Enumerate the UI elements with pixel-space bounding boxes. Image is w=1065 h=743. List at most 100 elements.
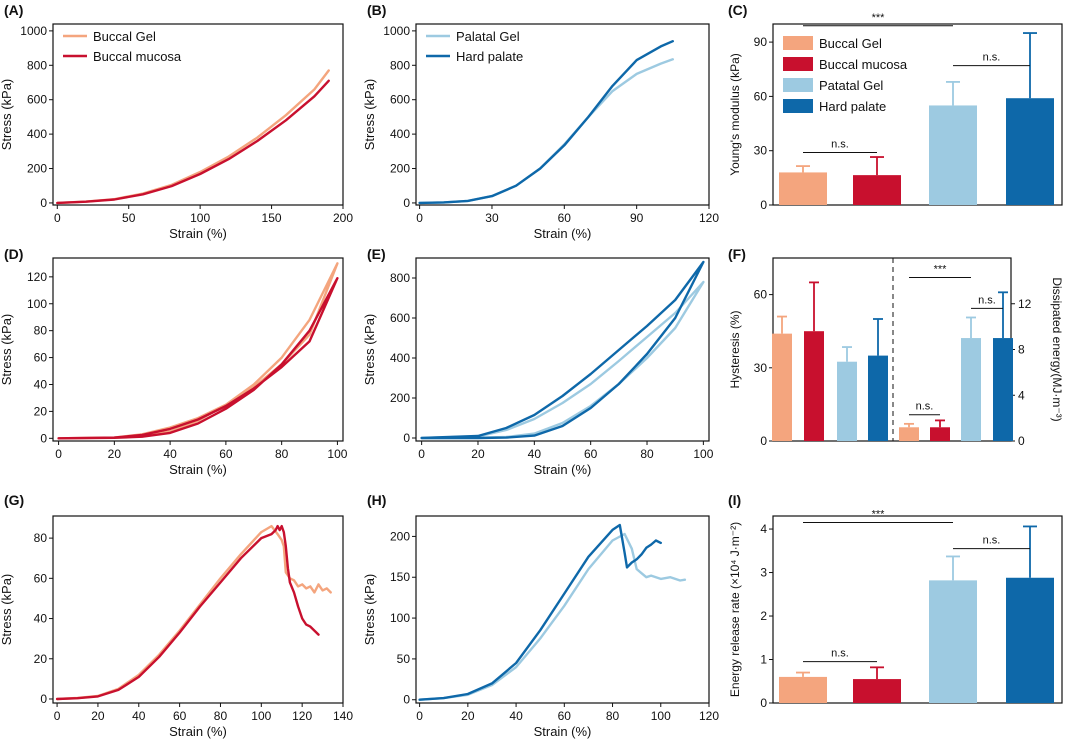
x-tick-label: 140 <box>333 709 353 723</box>
bar-patatal-gel <box>929 580 977 703</box>
legend-label-hard-palate: Hard palate <box>819 99 886 114</box>
y-tick-label: 200 <box>390 391 410 405</box>
series-line-palatal-gel <box>418 532 687 701</box>
x-tick-label: 0 <box>54 709 61 723</box>
plot-frame <box>415 23 710 206</box>
x-tick-label: 150 <box>262 211 282 225</box>
significance-label: n.s. <box>978 294 996 306</box>
panel-label: (D) <box>4 246 23 262</box>
y-tick-label: 400 <box>27 127 47 141</box>
y-tick-label: 0 <box>403 693 410 707</box>
significance-label: n.s. <box>831 648 849 660</box>
x-tick-label: 90 <box>630 211 644 225</box>
hysteresis-bar-buccal-gel <box>772 333 792 441</box>
y-axis-label: Hysteresis (%) <box>728 310 742 388</box>
bar-hard-palate <box>1006 98 1054 205</box>
y-tick-label: 400 <box>390 127 410 141</box>
significance-label: *** <box>872 12 886 24</box>
legend-swatch-buccal-gel <box>783 36 813 50</box>
x-tick-label: 100 <box>251 709 271 723</box>
y-tick-label: 0 <box>40 692 47 706</box>
panel-label: (F) <box>728 246 746 262</box>
y-tick-label: 0 <box>403 196 410 210</box>
bar-buccal-mucosa <box>853 679 901 703</box>
x-tick-label: 100 <box>190 211 210 225</box>
x-tick-label: 80 <box>640 447 654 461</box>
y-tick-label: 80 <box>34 324 48 338</box>
legend-label-hard-palate: Hard palate <box>456 49 523 64</box>
legend-label-buccal-gel: Buccal Gel <box>93 29 156 44</box>
significance-label: n.s. <box>983 52 1001 64</box>
x-axis-label: Strain (%) <box>169 724 227 739</box>
panel-d: (D) 0 20 40 60 80 100 0 20 40 60 80 100 120 Strain (%)… <box>0 246 348 477</box>
legend-label-palatal-gel: Palatal Gel <box>456 29 520 44</box>
legend-swatch-buccal-mucosa <box>783 57 813 71</box>
legend-swatch-hard-palate <box>783 99 813 113</box>
y-tick-label: 600 <box>27 93 47 107</box>
y-axis-label: Stress (kPa) <box>362 574 377 646</box>
x-tick-label: 40 <box>509 709 523 723</box>
x-tick-label: 120 <box>292 709 312 723</box>
y-tick-label: 50 <box>397 652 411 666</box>
significance-label: n.s. <box>916 401 934 413</box>
y-tick-label: 200 <box>27 162 47 176</box>
x-tick-label: 30 <box>485 211 499 225</box>
significance-label: *** <box>934 263 948 275</box>
y-tick-label: 200 <box>390 529 410 543</box>
panel-label: (H) <box>367 492 386 508</box>
y-tick-label: 800 <box>390 271 410 285</box>
y-axis-label: Energy release rate (×10⁴ J·m⁻²) <box>728 522 742 697</box>
y-right-tick-label: 12 <box>1018 297 1032 311</box>
panel-label: (I) <box>728 492 741 508</box>
y-tick-label: 0 <box>40 431 47 445</box>
y-right-tick-label: 8 <box>1018 343 1025 357</box>
panel-label: (E) <box>367 246 386 262</box>
x-tick-label: 0 <box>416 709 423 723</box>
plot-frame <box>772 23 1063 206</box>
hysteresis-bar-buccal-mucosa <box>804 331 824 441</box>
series-line-buccal-gel <box>56 69 330 205</box>
y-tick-label: 600 <box>390 311 410 325</box>
y-right-axis-label: Dissipated energy(MJ·m⁻³) <box>1050 277 1064 421</box>
y-tick-label: 40 <box>34 612 48 626</box>
series-line-palatal-gel <box>420 280 705 440</box>
bar-hard-palate <box>1006 577 1054 703</box>
x-tick-label: 40 <box>132 709 146 723</box>
legend-label-patatal-gel: Patatal Gel <box>819 78 883 93</box>
energy-bar-patatal-gel <box>961 338 981 441</box>
y-tick-label: 0 <box>760 434 767 448</box>
y-right-tick-label: 4 <box>1018 388 1025 402</box>
plot-frame <box>415 257 710 442</box>
x-tick-label: 20 <box>461 709 475 723</box>
x-axis-label: Strain (%) <box>534 226 592 241</box>
y-tick-label: 600 <box>390 93 410 107</box>
y-tick-label: 150 <box>390 570 410 584</box>
panel-label: (C) <box>728 2 747 18</box>
x-tick-label: 0 <box>418 447 425 461</box>
panel-h: (H) 0 20 40 60 80 100 120 0 50 100 150 200 Strain (%)… <box>362 492 719 739</box>
energy-bar-hard-palate <box>993 338 1013 441</box>
bar-buccal-gel <box>779 172 827 205</box>
plot-frame <box>772 515 1063 704</box>
legend-swatch-patatal-gel <box>783 78 813 92</box>
y-tick-label: 800 <box>27 58 47 72</box>
panel-label: (A) <box>4 2 23 18</box>
x-tick-label: 40 <box>528 447 542 461</box>
x-tick-label: 0 <box>55 447 62 461</box>
x-tick-label: 60 <box>558 211 572 225</box>
y-tick-label: 80 <box>34 531 48 545</box>
y-tick-label: 100 <box>390 611 410 625</box>
x-tick-label: 80 <box>606 709 620 723</box>
plot-frame <box>52 515 344 704</box>
x-tick-label: 50 <box>122 211 136 225</box>
hysteresis-bar-patatal-gel <box>837 361 857 441</box>
series-line-hard-palate <box>420 260 705 440</box>
energy-bar-buccal-gel <box>899 427 919 441</box>
y-axis-label: Stress (kPa) <box>0 574 14 646</box>
x-tick-label: 20 <box>108 447 122 461</box>
significance-label: n.s. <box>983 535 1001 547</box>
x-tick-label: 0 <box>54 211 61 225</box>
x-tick-label: 100 <box>693 447 713 461</box>
series-line-buccal-gel <box>57 262 339 440</box>
y-tick-label: 200 <box>390 162 410 176</box>
